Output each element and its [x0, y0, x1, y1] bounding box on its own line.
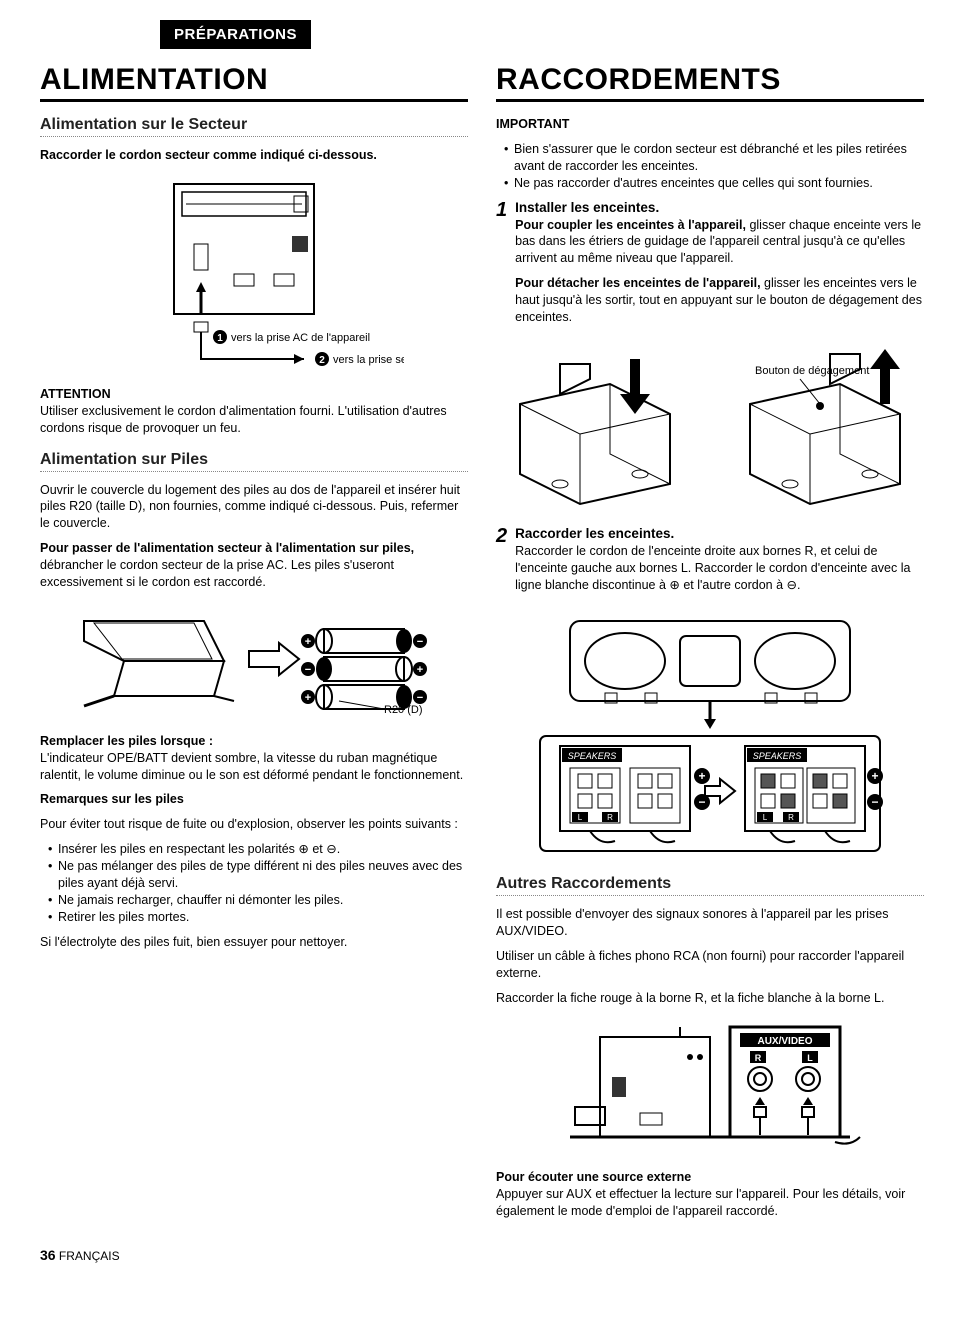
ext-heading: Pour écouter une source externe	[496, 1170, 691, 1184]
autres-p2: Utiliser un câble à fiches phono RCA (no…	[496, 948, 924, 982]
step1-p1: Pour coupler les enceintes à l'appareil,…	[515, 217, 924, 268]
svg-text:−: −	[417, 636, 423, 648]
figure-speaker-terminals: SPEAKERS L R + − SPEAKER	[496, 611, 924, 861]
step2-title: Raccorder les enceintes.	[515, 526, 924, 541]
notes-item: Retirer les piles mortes.	[48, 909, 468, 926]
attention-block: ATTENTION Utiliser exclusivement le cord…	[40, 386, 468, 437]
aux-video-label: AUX/VIDEO	[757, 1036, 812, 1047]
svg-text:2: 2	[319, 355, 325, 366]
important-item: Bien s'assurer que le cordon secteur est…	[504, 141, 924, 175]
important-heading: IMPORTANT	[496, 116, 924, 133]
ext-body: Appuyer sur AUX et effectuer la lecture …	[496, 1187, 905, 1218]
step1-p2: Pour détacher les enceintes de l'apparei…	[515, 275, 924, 326]
speakers-label: SPEAKERS	[753, 751, 802, 761]
right-column: RACCORDEMENTS IMPORTANT Bien s'assurer q…	[496, 63, 924, 1227]
svg-text:−: −	[417, 692, 423, 704]
replace-heading: Remplacer les piles lorsque :	[40, 734, 213, 748]
step1-p2-bold: Pour détacher les enceintes de l'apparei…	[515, 276, 760, 290]
subheading-autres: Autres Raccordements	[496, 875, 924, 896]
battery-size-label: R20 (D)	[384, 704, 423, 716]
left-title: ALIMENTATION	[40, 63, 468, 102]
autres-p1: Il est possible d'envoyer des signaux so…	[496, 906, 924, 940]
page-lang: FRANÇAIS	[59, 1249, 120, 1263]
attention-body: Utiliser exclusivement le cordon d'alime…	[40, 404, 447, 435]
right-title: RACCORDEMENTS	[496, 63, 924, 102]
notes-item: Insérer les piles en respectant les pola…	[48, 841, 468, 858]
subheading-secteur: Alimentation sur le Secteur	[40, 116, 468, 137]
svg-text:+: +	[305, 692, 311, 704]
svg-text:R: R	[788, 813, 794, 822]
svg-text:−: −	[305, 664, 311, 676]
fig-caption-1: vers la prise AC de l'appareil	[231, 332, 370, 344]
l-label: L	[807, 1053, 813, 1063]
step1-p1-bold: Pour coupler les enceintes à l'appareil,	[515, 218, 746, 232]
speakers-label: SPEAKERS	[568, 751, 617, 761]
step-2: 2 Raccorder les enceintes. Raccorder le …	[496, 526, 924, 602]
svg-text:−: −	[871, 795, 878, 809]
notes-list: Insérer les piles en respectant les pola…	[40, 841, 468, 925]
svg-text:+: +	[698, 769, 705, 783]
svg-text:L: L	[578, 813, 583, 822]
section-header: PRÉPARATIONS	[160, 20, 311, 49]
svg-text:+: +	[305, 636, 311, 648]
notes-intro: Pour éviter tout risque de fuite ou d'ex…	[40, 816, 468, 833]
svg-text:1: 1	[217, 333, 223, 344]
two-column-layout: ALIMENTATION Alimentation sur le Secteur…	[40, 63, 924, 1227]
figure-ac-connection: 1 vers la prise AC de l'appareil 2 vers …	[40, 174, 468, 374]
attention-heading: ATTENTION	[40, 387, 111, 401]
fig-caption-2: vers la prise secteur	[333, 354, 404, 366]
step-number: 2	[496, 526, 507, 602]
left-column: ALIMENTATION Alimentation sur le Secteur…	[40, 63, 468, 1227]
notes-item: Ne jamais recharger, chauffer ni démonte…	[48, 892, 468, 909]
important-list: Bien s'assurer que le cordon secteur est…	[496, 141, 924, 192]
replace-block: Remplacer les piles lorsque : L'indicate…	[40, 733, 468, 784]
important-item: Ne pas raccorder d'autres enceintes que …	[504, 175, 924, 192]
subheading-piles: Alimentation sur Piles	[40, 451, 468, 472]
step2-body: Raccorder le cordon de l'enceinte droite…	[515, 543, 924, 594]
replace-body: L'indicateur OPE/BATT devient sombre, la…	[40, 751, 463, 782]
page-footer: 36 FRANÇAIS	[40, 1247, 924, 1263]
svg-text:L: L	[763, 813, 768, 822]
svg-text:+: +	[417, 664, 423, 676]
figure-aux-video: AUX/VIDEO R L	[496, 1017, 924, 1157]
page-number: 36	[40, 1247, 56, 1263]
step-1: 1 Installer les enceintes. Pour coupler …	[496, 200, 924, 334]
piles-p2-rest: débrancher le cordon secteur de la prise…	[40, 558, 394, 589]
svg-text:+: +	[871, 769, 878, 783]
autres-p3: Raccorder la fiche rouge à la borne R, e…	[496, 990, 924, 1007]
svg-text:R: R	[607, 813, 613, 822]
piles-p1: Ouvrir le couvercle du logement des pile…	[40, 482, 468, 533]
r-label: R	[755, 1053, 762, 1063]
piles-p2-bold: Pour passer de l'alimentation secteur à …	[40, 541, 414, 555]
figure-batteries: + − + − + − R20 (D)	[40, 601, 468, 721]
piles-p2: Pour passer de l'alimentation secteur à …	[40, 540, 468, 591]
notes-heading: Remarques sur les piles	[40, 791, 468, 808]
notes-item: Ne pas mélanger des piles de type différ…	[48, 858, 468, 892]
notes-after: Si l'électrolyte des piles fuit, bien es…	[40, 934, 468, 951]
step1-title: Installer les enceintes.	[515, 200, 924, 215]
figure-speakers-install: Bouton de dégagement	[496, 344, 924, 514]
release-button-label: Bouton de dégagement	[755, 365, 869, 377]
ext-block: Pour écouter une source externe Appuyer …	[496, 1169, 924, 1220]
svg-text:−: −	[698, 795, 705, 809]
step-number: 1	[496, 200, 507, 334]
secteur-intro: Raccorder le cordon secteur comme indiqu…	[40, 147, 468, 164]
